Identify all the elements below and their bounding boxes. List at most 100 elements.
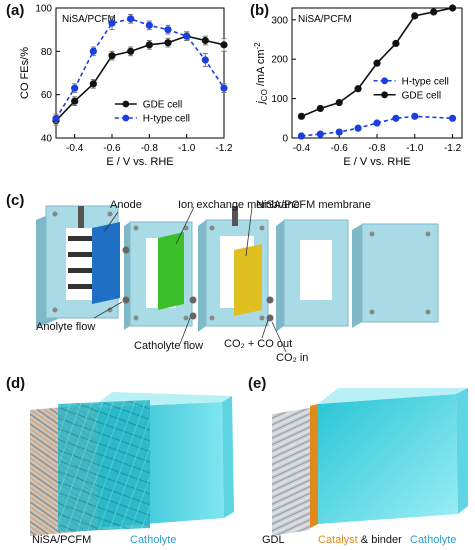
label-catholyte-e: Catholyte (410, 534, 457, 546)
nisa-membrane-shape (234, 244, 262, 316)
x-tick-label: -0.8 (368, 143, 386, 154)
label-binder: & binder (357, 534, 402, 546)
label-catalyst-binder: Catalyst & binder (318, 534, 402, 546)
data-point (411, 12, 419, 20)
chart-a: -0.4 -0.6 -0.8 -1.0 -1.2 40 60 80 100 E / V vs. R… (19, 4, 233, 169)
x-tick-label: -1.0 (178, 143, 196, 154)
data-point (145, 41, 153, 49)
legend-marker (122, 114, 130, 122)
label-nisa-membrane: NiSA/PCFM membrane (256, 199, 371, 211)
catholyte-frame (198, 206, 269, 332)
data-point (392, 114, 400, 122)
x-axis-label: E / V vs. RHE (343, 156, 410, 168)
data-point (52, 114, 60, 123)
anode-plate (36, 205, 119, 328)
data-point (220, 41, 228, 49)
legend-marker (122, 100, 130, 108)
gde-diagram-e (272, 388, 468, 536)
chart-title: NiSA/PCFM (298, 14, 352, 25)
data-point (430, 8, 438, 16)
data-point (373, 59, 381, 67)
label-catholyte-flow: Catholyte flow (134, 340, 204, 352)
data-point (201, 56, 209, 64)
data-point (164, 39, 172, 47)
label-gdl: GDL (262, 534, 285, 546)
legend-marker (381, 77, 388, 85)
y-axis-label: jCO /mA cm-2 (253, 42, 269, 106)
panel-label-e: (e) (248, 375, 267, 392)
data-point (127, 47, 135, 55)
data-point (89, 80, 97, 88)
x-tick-label: -1.0 (406, 143, 424, 154)
anode-electrode (92, 222, 120, 304)
data-point (335, 98, 343, 107)
y-tick-label: 200 (271, 55, 288, 66)
anolyte-frame (124, 221, 193, 330)
ion-exchange-membrane-shape (158, 232, 184, 310)
data-point (145, 21, 153, 29)
data-point (127, 15, 135, 23)
data-point (108, 52, 116, 60)
data-point (183, 32, 191, 40)
data-point (220, 84, 228, 92)
x-tick-label: -1.2 (215, 143, 233, 154)
label-co2-co-out: CO₂ + CO out (224, 338, 293, 350)
panel-label-c: (c) (6, 192, 25, 209)
label-ion-exchange-membrane: Ion exchange membrane (178, 199, 300, 211)
catholyte-box-e (318, 394, 458, 524)
data-point (164, 26, 172, 34)
legend-label: GDE cell (143, 100, 182, 111)
data-point (201, 36, 209, 45)
nisa-pcfm-layer (30, 404, 98, 536)
y-tick-label: 100 (35, 4, 52, 15)
y-tick-label: 60 (41, 90, 53, 101)
panel-label-b: (b) (250, 2, 270, 19)
catholyte-box-d (92, 402, 224, 528)
label-anode: Anode (110, 199, 142, 211)
x-tick-label: -0.4 (293, 143, 311, 154)
data-point (316, 130, 324, 138)
y-tick-label: 100 (271, 94, 288, 105)
flow-cell-diagram (36, 205, 439, 353)
data-point (448, 4, 457, 12)
series-line (55, 35, 225, 122)
data-point (316, 104, 324, 113)
gdl-layer (272, 408, 310, 536)
x-tick-label: -1.2 (444, 143, 462, 154)
y-tick-label: 0 (282, 134, 288, 145)
legend-label: H-type cell (143, 114, 190, 125)
label-anolyte-flow: Anolyte flow (36, 321, 96, 333)
panel-label-a: (a) (6, 2, 25, 19)
legend-label: H-type cell (402, 76, 449, 87)
data-point (71, 97, 79, 105)
charts-area: -0.4 -0.6 -0.8 -1.0 -1.2 40 60 80 100 E / V vs. R… (19, 4, 463, 169)
data-point (297, 132, 306, 140)
x-axis-label: E / V vs. RHE (106, 156, 173, 168)
label-co2-in: CO₂ in (276, 352, 309, 364)
series-line (55, 18, 225, 119)
plot-frame (55, 7, 225, 139)
legend-label: GDE cell (402, 90, 441, 101)
end-plate (352, 223, 439, 328)
catalyst-binder-layer (310, 404, 318, 528)
label-nisa-pcfm: NiSA/PCFM (32, 534, 92, 546)
gde-diagram-d (30, 392, 234, 536)
data-point (354, 85, 362, 93)
data-point (108, 19, 116, 27)
y-tick-label: 300 (271, 15, 288, 26)
data-point (335, 128, 343, 136)
gas-frame (276, 219, 349, 332)
label-catholyte-d: Catholyte (130, 534, 177, 546)
data-point (354, 124, 362, 132)
data-point (297, 112, 306, 120)
x-tick-label: -0.4 (66, 143, 84, 154)
data-point (448, 114, 457, 122)
fiber-mesh (58, 400, 150, 532)
plot-frame (291, 7, 463, 139)
y-tick-label: 40 (41, 134, 53, 145)
chart-b: -0.4 -0.6 -0.8 -1.0 -1.2 0 100 200 300 E / V vs. … (253, 4, 463, 168)
y-axis-label: CO FEs/% (19, 47, 31, 99)
data-point (411, 112, 419, 120)
data-point (89, 47, 97, 55)
x-tick-label: -0.6 (103, 143, 121, 154)
